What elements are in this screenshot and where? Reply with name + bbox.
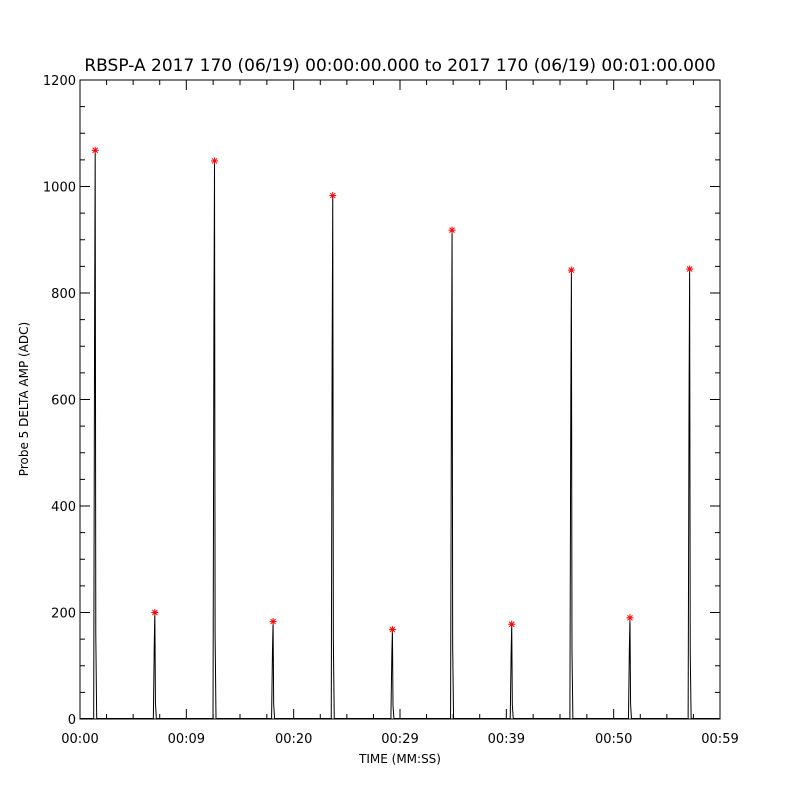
x-tick-label: 00:50	[595, 732, 632, 747]
peak-marker	[329, 192, 337, 200]
peak-marker-stroke	[151, 609, 158, 616]
peak-marker	[211, 157, 219, 165]
peak-marker-stroke	[686, 266, 693, 272]
peak-marker-stroke	[329, 192, 336, 199]
x-tick-label: 00:59	[701, 732, 738, 747]
peak-marker-stroke	[92, 147, 99, 154]
peak-marker-stroke	[568, 267, 575, 273]
peak-marker	[508, 620, 516, 628]
peak-markers	[91, 146, 694, 634]
peak-marker	[626, 614, 634, 622]
y-tick-label: 1000	[43, 181, 76, 196]
x-tick-label: 00:39	[488, 732, 525, 747]
chart-title: RBSP-A 2017 170 (06/19) 00:00:00.000 to …	[84, 56, 715, 76]
x-tick-label: 00:20	[275, 732, 312, 747]
peak-marker	[269, 618, 277, 626]
y-tick-label: 200	[51, 607, 76, 622]
peak-marker	[151, 609, 159, 616]
x-tick-label: 00:09	[168, 732, 205, 747]
peak-marker-stroke	[211, 158, 218, 164]
y-tick-label: 1200	[43, 74, 76, 89]
peak-marker	[91, 146, 99, 154]
y-tick-label: 400	[51, 500, 76, 515]
plot-frame	[79, 79, 721, 720]
x-axis-label: TIME (MM:SS)	[358, 752, 441, 766]
peak-marker-stroke	[389, 626, 396, 633]
peak-marker-stroke	[508, 621, 515, 628]
data-series	[80, 150, 720, 719]
x-tick-label: 00:29	[381, 732, 418, 747]
peak-marker-stroke	[627, 614, 633, 621]
peak-marker	[388, 626, 396, 634]
peak-marker	[686, 265, 694, 273]
x-tick-label: 00:00	[61, 732, 98, 747]
peak-marker	[448, 226, 456, 234]
peak-marker	[567, 266, 575, 274]
y-tick-label: 800	[51, 287, 76, 302]
y-axis-label: Probe 5 DELTA AMP (ADC)	[17, 322, 31, 476]
y-axis: 0 200 400 600 800 1000 1200	[43, 74, 720, 728]
y-tick-label: 600	[51, 394, 76, 409]
y-tick-label: 0	[68, 713, 76, 728]
peak-marker-stroke	[270, 618, 276, 625]
peak-marker-stroke	[449, 227, 455, 234]
series-line	[80, 150, 720, 719]
x-axis: 00:00 00:09 00:20 00:29 00:39 00:50 00:59	[61, 80, 739, 747]
